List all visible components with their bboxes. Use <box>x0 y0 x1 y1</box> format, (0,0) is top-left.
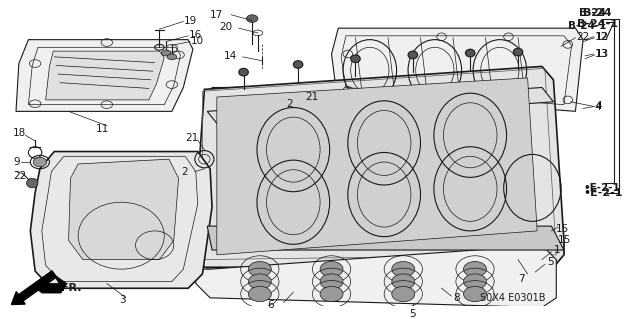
Text: •E-2-1: •E-2-1 <box>583 188 623 198</box>
Text: 22: 22 <box>13 171 26 182</box>
Text: 4: 4 <box>595 100 602 111</box>
Polygon shape <box>207 87 554 226</box>
Ellipse shape <box>161 50 171 56</box>
Ellipse shape <box>248 262 271 277</box>
Ellipse shape <box>320 274 343 289</box>
Polygon shape <box>207 226 564 250</box>
Text: 20: 20 <box>220 22 233 32</box>
Text: 21: 21 <box>306 92 319 102</box>
Ellipse shape <box>246 15 258 22</box>
Text: 8: 8 <box>453 293 460 303</box>
Ellipse shape <box>239 68 248 76</box>
Text: 7: 7 <box>518 274 525 284</box>
Ellipse shape <box>463 286 486 302</box>
Polygon shape <box>196 245 556 308</box>
Text: 13: 13 <box>595 49 608 59</box>
Polygon shape <box>207 226 564 269</box>
Ellipse shape <box>465 49 475 57</box>
Text: 12: 12 <box>595 32 608 42</box>
Ellipse shape <box>320 262 343 277</box>
Text: 6: 6 <box>268 300 274 309</box>
Text: 5: 5 <box>409 309 415 319</box>
FancyArrow shape <box>12 271 56 305</box>
Ellipse shape <box>248 274 271 289</box>
Text: B-24-1: B-24-1 <box>568 21 606 31</box>
Ellipse shape <box>351 55 360 63</box>
Text: 15: 15 <box>556 224 570 234</box>
Ellipse shape <box>392 286 415 302</box>
Text: S0X4 E0301B: S0X4 E0301B <box>480 293 545 303</box>
Polygon shape <box>217 78 537 255</box>
Ellipse shape <box>463 274 486 289</box>
Text: B-24: B-24 <box>583 8 612 18</box>
Text: 16: 16 <box>189 30 202 40</box>
Polygon shape <box>36 274 67 293</box>
Polygon shape <box>16 40 193 111</box>
Polygon shape <box>68 159 179 260</box>
Text: 11: 11 <box>95 123 109 134</box>
Ellipse shape <box>26 178 38 188</box>
Ellipse shape <box>293 61 303 68</box>
Polygon shape <box>193 66 564 267</box>
Text: B-24-1: B-24-1 <box>577 19 618 29</box>
Ellipse shape <box>392 262 415 277</box>
Text: 3: 3 <box>119 295 126 305</box>
Text: 2: 2 <box>287 99 293 109</box>
Text: 22: 22 <box>577 32 589 42</box>
Text: •E-2-1: •E-2-1 <box>583 183 620 193</box>
Ellipse shape <box>167 54 177 60</box>
Text: 19: 19 <box>184 16 198 26</box>
Polygon shape <box>30 152 212 288</box>
Text: 12: 12 <box>595 32 609 42</box>
Text: B-24: B-24 <box>579 8 606 18</box>
Text: 4: 4 <box>595 101 601 112</box>
Text: 5: 5 <box>547 256 554 266</box>
Polygon shape <box>332 28 583 111</box>
Text: 9: 9 <box>13 157 20 167</box>
Ellipse shape <box>320 286 343 302</box>
Text: 14: 14 <box>223 51 237 61</box>
Ellipse shape <box>513 48 523 56</box>
Polygon shape <box>45 51 164 100</box>
Text: 17: 17 <box>210 10 223 20</box>
Ellipse shape <box>248 286 271 302</box>
Polygon shape <box>207 87 554 126</box>
Text: 18: 18 <box>13 128 26 138</box>
Ellipse shape <box>33 157 47 167</box>
Text: 13: 13 <box>595 49 609 59</box>
Text: FR.: FR. <box>61 283 81 293</box>
Text: 21: 21 <box>185 133 198 143</box>
Text: 15: 15 <box>558 235 572 245</box>
Text: 1: 1 <box>554 245 560 255</box>
Text: 10: 10 <box>191 36 204 46</box>
Ellipse shape <box>392 274 415 289</box>
Ellipse shape <box>463 262 486 277</box>
Ellipse shape <box>408 51 418 59</box>
Text: 2: 2 <box>181 167 188 177</box>
